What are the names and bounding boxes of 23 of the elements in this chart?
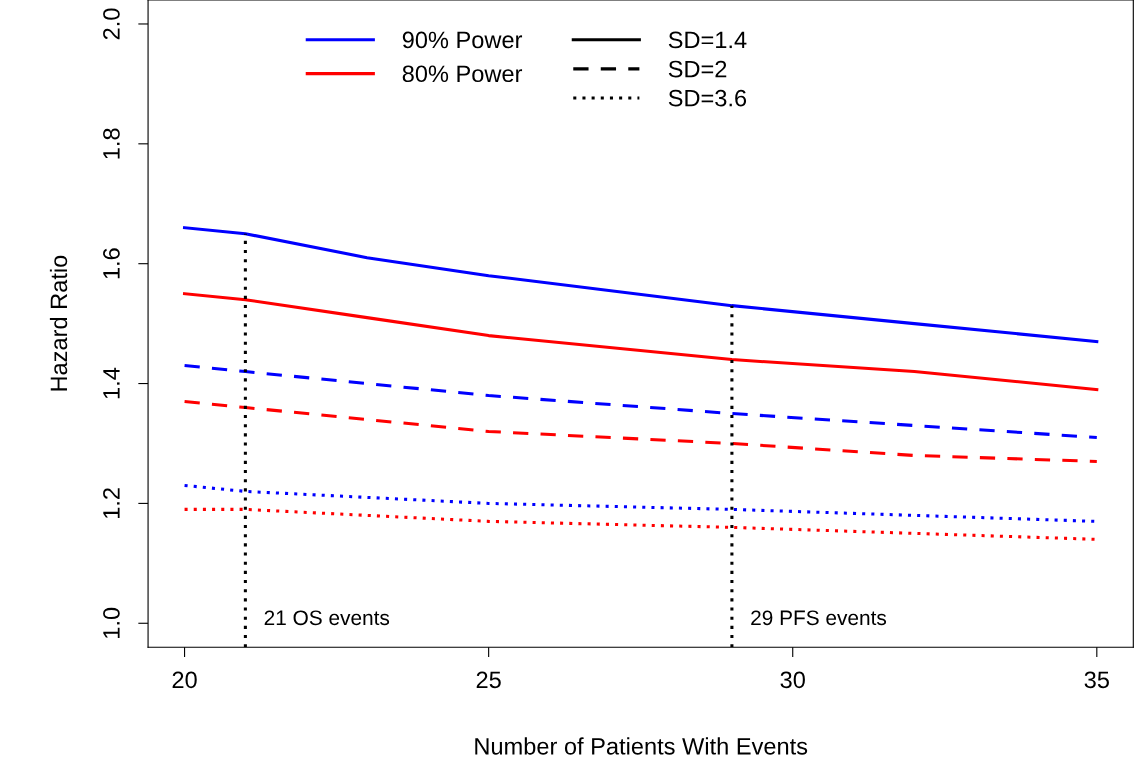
ref-line-label: 29 PFS events <box>751 610 887 626</box>
legend-label: 90% Power <box>402 31 523 49</box>
x-tick-label: 20 <box>172 671 197 689</box>
line-series <box>183 292 1099 392</box>
legend-label: SD=3.6 <box>668 89 747 107</box>
legend-label: 80% Power <box>402 65 523 83</box>
y-tick-label: 1.4 <box>103 367 120 399</box>
y-tick-label: 1.0 <box>103 607 120 638</box>
y-axis-title: Hazard Ratio <box>49 255 68 391</box>
y-tick-label: 1.6 <box>103 248 120 279</box>
y-tick-label: 1.8 <box>103 128 120 159</box>
x-axis-title: Number of Patients With Events <box>475 737 808 755</box>
x-tick-label: 25 <box>476 671 501 689</box>
line-series <box>183 400 1099 463</box>
line-series <box>183 226 1099 344</box>
x-tick-label: 30 <box>780 671 805 689</box>
x-tick-label: 35 <box>1084 671 1109 689</box>
legend-label: SD=2 <box>668 60 727 78</box>
legend-label: SD=1.4 <box>668 31 747 49</box>
ref-line-label: 21 OS events <box>264 610 390 626</box>
y-tick-label: 2.0 <box>103 8 120 40</box>
line-series <box>183 364 1099 440</box>
y-tick-label: 1.2 <box>103 488 120 519</box>
